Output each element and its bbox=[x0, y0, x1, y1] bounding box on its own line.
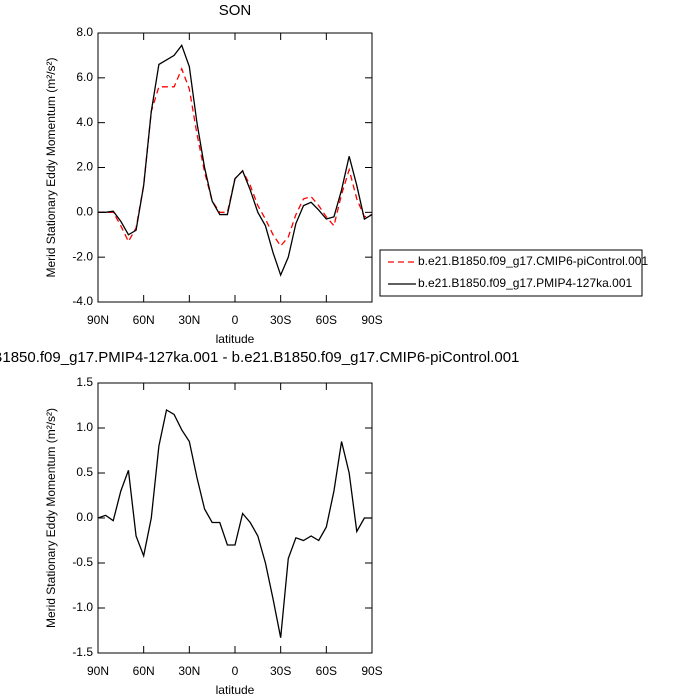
legend-label: b.e21.B1850.f09_g17.CMIP6-piControl.001 bbox=[418, 254, 648, 268]
x-tick-label: 30N bbox=[178, 664, 200, 678]
y-tick-label: 2.0 bbox=[76, 160, 93, 174]
x-tick-label: 30S bbox=[270, 664, 291, 678]
x-tick-label: 0 bbox=[232, 313, 239, 327]
x-tick-label: 90S bbox=[361, 313, 382, 327]
y-tick-label: -1.5 bbox=[72, 645, 93, 659]
plot-frame bbox=[97, 382, 373, 654]
y-tick-label: 0.0 bbox=[76, 205, 93, 219]
chart-title: SON bbox=[219, 2, 252, 19]
x-tick-label: 0 bbox=[232, 664, 239, 678]
y-axis-label: Merid Stationary Eddy Momentum (m²/s²) bbox=[44, 408, 58, 628]
y-tick-label: 6.0 bbox=[76, 70, 93, 84]
y-tick-label: 1.0 bbox=[76, 420, 93, 434]
chart-title: b.e21.B1850.f09_g17.PMIP4-127ka.001 - b.… bbox=[0, 349, 519, 366]
x-tick-label: 30N bbox=[178, 313, 200, 327]
y-tick-label: 0.0 bbox=[76, 510, 93, 524]
x-tick-label: 90N bbox=[87, 313, 109, 327]
y-tick-label: 4.0 bbox=[76, 115, 93, 129]
x-tick-label: 60N bbox=[133, 313, 155, 327]
data-line bbox=[98, 43, 373, 277]
x-tick-label: 90N bbox=[87, 664, 109, 678]
data-line bbox=[97, 408, 372, 638]
x-tick-label: 60S bbox=[316, 664, 337, 678]
y-tick-label: -2.0 bbox=[72, 249, 93, 263]
y-axis-label: Merid Stationary Eddy Momentum (m²/s²) bbox=[44, 57, 58, 277]
legend-box bbox=[379, 249, 643, 297]
x-tick-label: 60N bbox=[133, 664, 155, 678]
x-axis-label: latitude bbox=[216, 332, 255, 346]
y-tick-label: 1.5 bbox=[76, 375, 93, 389]
x-tick-label: 30S bbox=[270, 313, 291, 327]
x-tick-label: 60S bbox=[316, 313, 337, 327]
y-tick-label: -4.0 bbox=[72, 294, 93, 308]
y-tick-label: 8.0 bbox=[76, 25, 93, 39]
y-tick-label: 0.5 bbox=[76, 465, 93, 479]
x-tick-label: 90S bbox=[361, 664, 382, 678]
plot-frame bbox=[97, 32, 373, 303]
y-tick-label: -0.5 bbox=[72, 555, 93, 569]
legend-label: b.e21.B1850.f09_g17.PMIP4-127ka.001 bbox=[418, 276, 632, 290]
data-line bbox=[98, 67, 373, 248]
y-tick-label: -1.0 bbox=[72, 600, 93, 614]
x-axis-label: latitude bbox=[216, 683, 255, 697]
